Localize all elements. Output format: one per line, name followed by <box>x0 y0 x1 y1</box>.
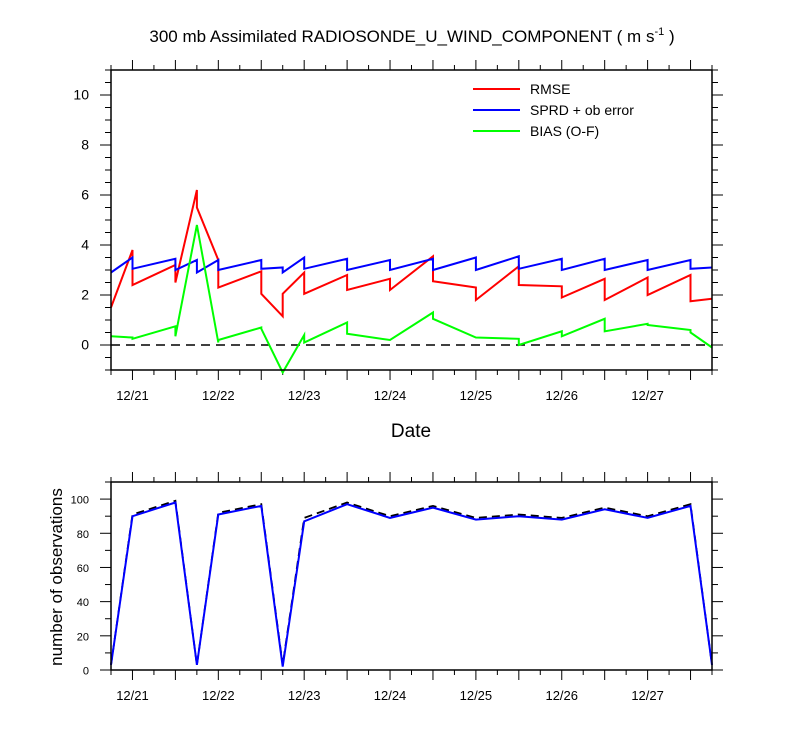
x-tick-label: 12/24 <box>374 388 407 403</box>
top-panel-labels: 12/21 12/22 12/23 12/24 12/25 12/26 12/27 0 2 4 6 8… <box>73 87 663 404</box>
legend-label: BIAS (O-F) <box>530 123 599 139</box>
legend-label: RMSE <box>530 81 570 97</box>
bottom-panel-labels: 12/21 12/22 12/23 12/24 12/25 12/26 12/27 0 20 40… <box>71 495 664 703</box>
y-tick-label: 0 <box>83 666 89 678</box>
bottom-panel: 12/21 12/22 12/23 12/24 12/25 12/26 12/27 0 20 40… <box>47 472 723 703</box>
y-tick-label: 20 <box>77 631 89 643</box>
x-tick-label: 12/23 <box>288 688 321 703</box>
legend-label: SPRD + ob error <box>530 102 634 118</box>
top-panel-frame <box>110 69 713 371</box>
x-tick-label: 12/22 <box>202 388 235 403</box>
y-tick-label: 60 <box>77 563 89 575</box>
y-tick-label: 10 <box>73 87 89 103</box>
bottom-panel-series <box>110 499 713 667</box>
x-tick-label: 12/21 <box>116 388 149 403</box>
x-tick-label: 12/24 <box>374 688 407 703</box>
top-panel-ticks <box>100 60 723 380</box>
y-tick-label: 2 <box>81 287 89 303</box>
y-tick-label: 6 <box>81 187 89 203</box>
series-line-observations-used <box>110 501 713 667</box>
legend: RMSE SPRD + ob error BIAS (O-F) <box>473 81 634 139</box>
title-exponent: -1 <box>654 26 664 38</box>
x-tick-label: 12/25 <box>460 688 493 703</box>
bottom-panel-frame <box>110 481 713 671</box>
top-panel: 12/21 12/22 12/23 12/24 12/25 12/26 12/27 0 2 4 6 8… <box>73 60 723 442</box>
series-line-bias-o-f <box>110 224 713 375</box>
x-tick-label: 12/22 <box>202 688 235 703</box>
x-tick-label: 12/27 <box>631 388 664 403</box>
y-tick-label: 4 <box>81 237 89 253</box>
x-tick-label: 12/25 <box>460 388 493 403</box>
y-tick-label: 8 <box>81 137 89 153</box>
x-tick-label: 12/27 <box>631 688 664 703</box>
bottom-panel-ticks <box>100 472 723 680</box>
x-tick-label: 12/21 <box>116 688 149 703</box>
x-tick-label: 12/26 <box>545 388 578 403</box>
x-axis-label: Date <box>391 421 431 442</box>
chart-title: 300 mb Assimilated RADIOSONDE_U_WIND_COM… <box>149 26 674 46</box>
y-tick-label: 80 <box>77 529 89 541</box>
y-axis-label: number of observations <box>47 488 66 666</box>
series-line-rmse <box>110 189 713 319</box>
x-tick-label: 12/23 <box>288 388 321 403</box>
series-line-sprd-ob-error <box>110 254 713 275</box>
top-panel-series <box>110 189 713 375</box>
y-tick-label: 100 <box>71 495 89 507</box>
series-line-observations-possible <box>110 499 713 666</box>
y-tick-label: 40 <box>77 597 89 609</box>
y-tick-label: 0 <box>81 337 89 353</box>
x-tick-label: 12/26 <box>545 688 578 703</box>
